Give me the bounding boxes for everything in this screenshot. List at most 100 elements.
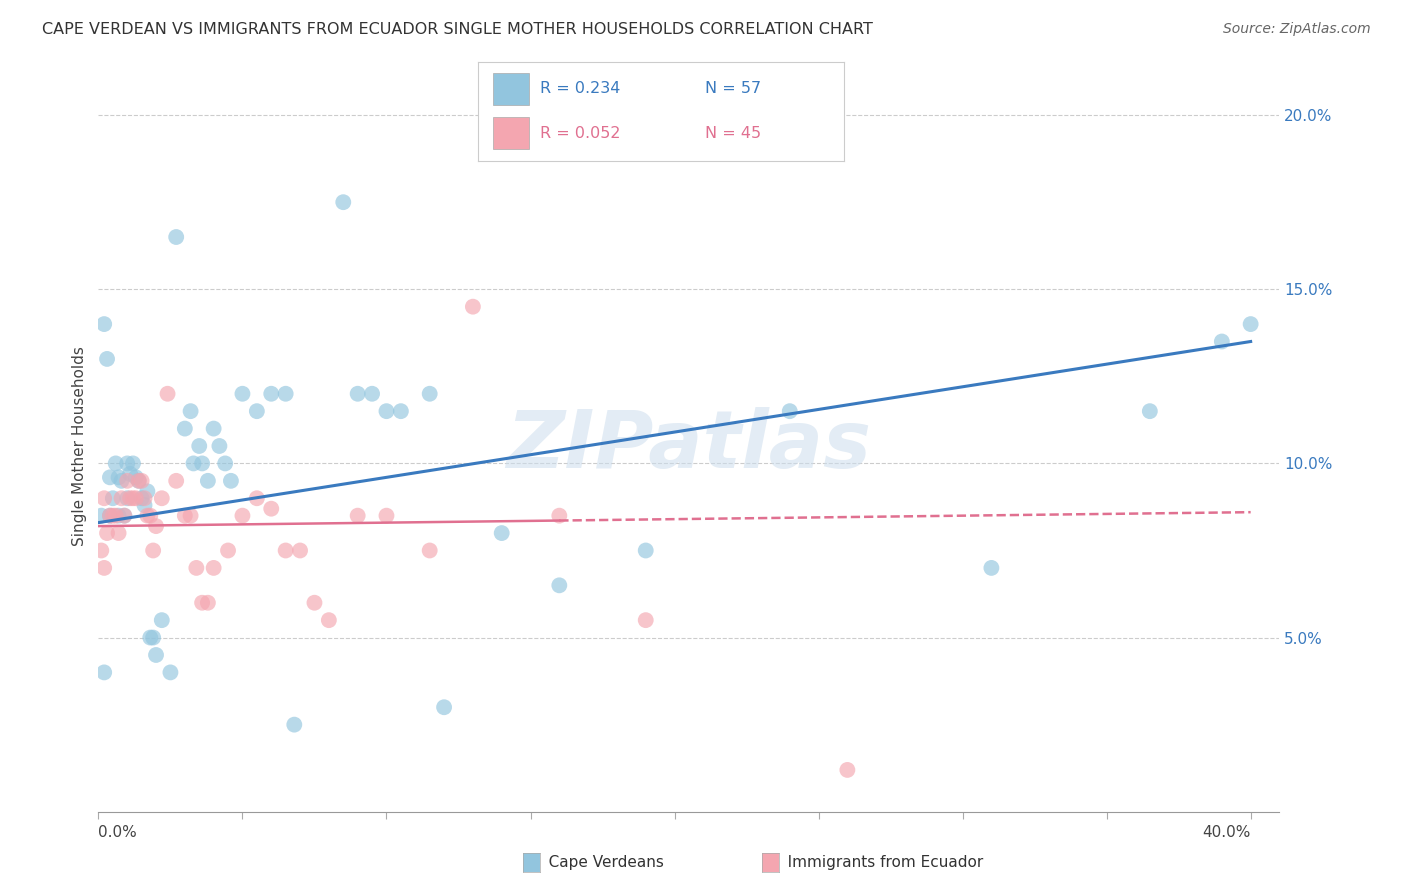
- Point: [214, 457, 236, 471]
- Point: [120, 467, 142, 481]
- Point: [159, 665, 181, 680]
- Text: ZIPatlas: ZIPatlas: [506, 407, 872, 485]
- Point: [231, 386, 253, 401]
- Point: [150, 491, 173, 506]
- Point: [180, 404, 202, 418]
- Point: [260, 501, 283, 516]
- Point: [112, 508, 135, 523]
- Point: [122, 491, 145, 506]
- Text: Source: ZipAtlas.com: Source: ZipAtlas.com: [1223, 22, 1371, 37]
- Point: [98, 470, 121, 484]
- Point: [980, 561, 1002, 575]
- Point: [361, 386, 384, 401]
- Point: [461, 300, 484, 314]
- Point: [93, 561, 115, 575]
- Point: [128, 474, 150, 488]
- Point: [346, 508, 368, 523]
- Point: [136, 508, 159, 523]
- Point: [115, 491, 138, 506]
- Point: [101, 491, 124, 506]
- Point: [98, 508, 121, 523]
- Point: [274, 543, 297, 558]
- Point: [1211, 334, 1233, 349]
- Point: [548, 508, 571, 523]
- Point: [139, 631, 162, 645]
- Point: [419, 543, 441, 558]
- Point: [288, 543, 311, 558]
- Point: [165, 474, 187, 488]
- Point: [112, 508, 135, 523]
- Point: [142, 543, 165, 558]
- Text: N = 45: N = 45: [704, 126, 761, 141]
- Point: [122, 457, 145, 471]
- Point: [375, 404, 398, 418]
- Point: [134, 498, 156, 512]
- Point: [202, 561, 225, 575]
- Point: [104, 457, 127, 471]
- Point: [260, 386, 283, 401]
- Point: [110, 491, 132, 506]
- Point: [491, 526, 513, 541]
- Point: [145, 648, 167, 662]
- Point: [375, 508, 398, 523]
- Point: [180, 508, 202, 523]
- Point: [197, 474, 219, 488]
- Point: [231, 508, 253, 523]
- Point: [217, 543, 239, 558]
- Point: [136, 484, 159, 499]
- Point: [173, 421, 195, 435]
- Point: [188, 439, 211, 453]
- Point: [131, 491, 153, 506]
- Point: [191, 596, 214, 610]
- Point: [125, 491, 148, 506]
- Point: [107, 470, 129, 484]
- Point: [96, 526, 118, 541]
- Point: [634, 543, 657, 558]
- Point: [98, 508, 121, 523]
- Point: [115, 474, 138, 488]
- Point: [208, 439, 231, 453]
- Text: N = 57: N = 57: [704, 81, 761, 96]
- Text: R = 0.052: R = 0.052: [540, 126, 620, 141]
- FancyBboxPatch shape: [492, 73, 529, 104]
- Point: [142, 631, 165, 645]
- Point: [110, 474, 132, 488]
- Point: [107, 508, 129, 523]
- Text: CAPE VERDEAN VS IMMIGRANTS FROM ECUADOR SINGLE MOTHER HOUSEHOLDS CORRELATION CHA: CAPE VERDEAN VS IMMIGRANTS FROM ECUADOR …: [42, 22, 873, 37]
- Point: [283, 717, 305, 731]
- Point: [90, 543, 112, 558]
- Point: [115, 457, 138, 471]
- Point: [246, 491, 269, 506]
- Point: [274, 386, 297, 401]
- Point: [191, 457, 214, 471]
- Text: R = 0.234: R = 0.234: [540, 81, 620, 96]
- Point: [173, 508, 195, 523]
- Point: [150, 613, 173, 627]
- Point: [139, 508, 162, 523]
- Point: [779, 404, 801, 418]
- Point: [96, 351, 118, 366]
- Point: [332, 195, 354, 210]
- Point: [197, 596, 219, 610]
- Point: [145, 519, 167, 533]
- Point: [90, 508, 112, 523]
- Point: [346, 386, 368, 401]
- Point: [634, 613, 657, 627]
- Point: [93, 491, 115, 506]
- Point: [120, 491, 142, 506]
- Point: [134, 491, 156, 506]
- Point: [1240, 317, 1263, 331]
- Point: [304, 596, 326, 610]
- Point: [246, 404, 269, 418]
- Text: Immigrants from Ecuador: Immigrants from Ecuador: [773, 855, 984, 870]
- Point: [548, 578, 571, 592]
- Point: [93, 317, 115, 331]
- Point: [1139, 404, 1161, 418]
- Y-axis label: Single Mother Households: Single Mother Households: [72, 346, 87, 546]
- Point: [125, 470, 148, 484]
- Point: [433, 700, 456, 714]
- Point: [104, 508, 127, 523]
- Point: [101, 508, 124, 523]
- Point: [389, 404, 412, 418]
- Point: [156, 386, 179, 401]
